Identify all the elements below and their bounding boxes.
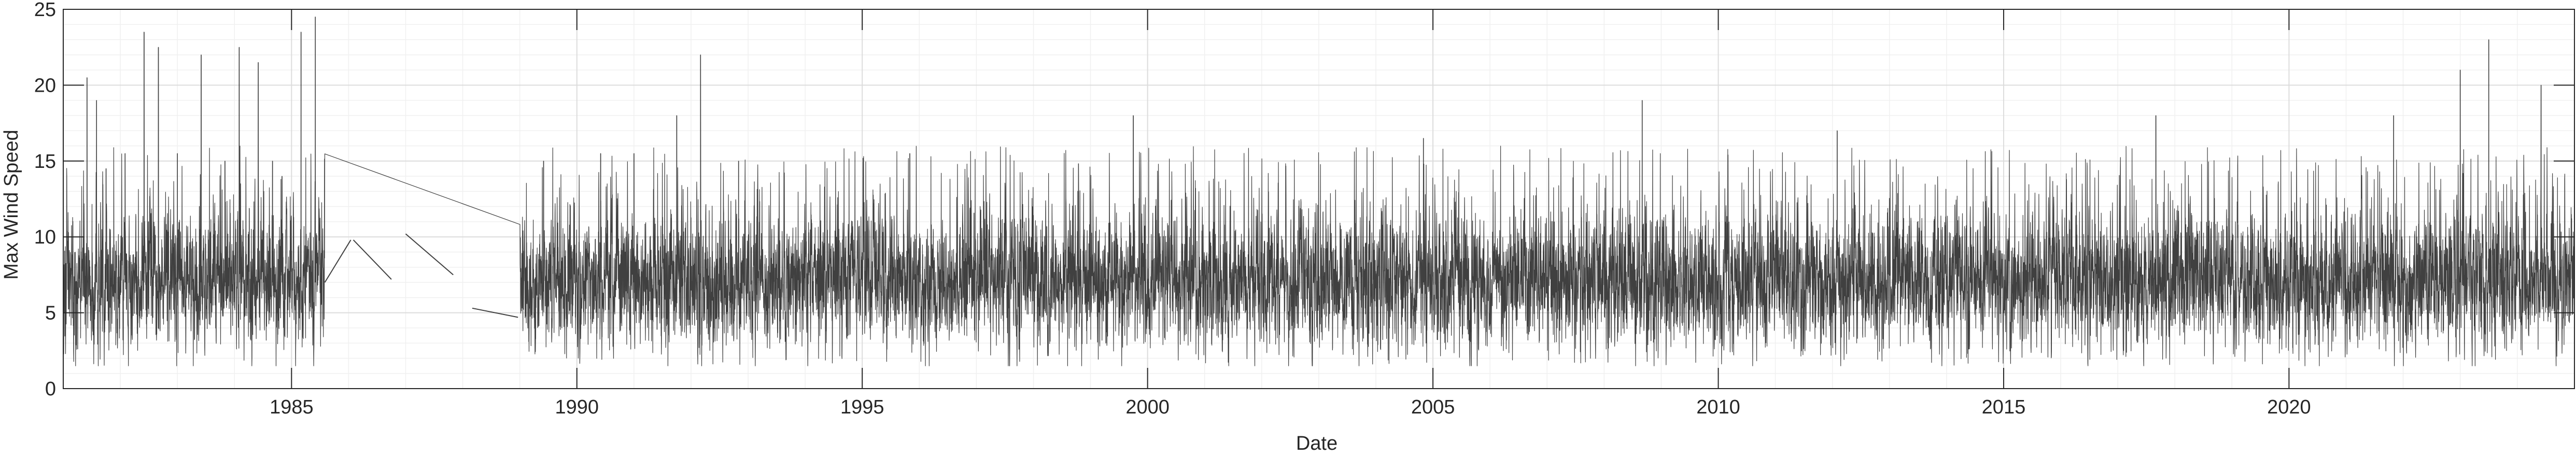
y-tick-label: 25 <box>34 0 56 21</box>
x-tick-label: 2000 <box>1125 396 1170 418</box>
x-tick-label: 1985 <box>270 396 314 418</box>
gap-segment <box>353 239 392 280</box>
y-tick-label: 5 <box>45 303 56 324</box>
y-tick-label: 10 <box>34 226 56 248</box>
data-layer <box>63 16 2575 366</box>
series-line <box>63 16 2575 366</box>
y-tick-label: 0 <box>45 378 56 400</box>
x-tick-label: 1990 <box>555 396 599 418</box>
y-tick-label: 15 <box>34 151 56 173</box>
x-tick-label: 2005 <box>1411 396 1455 418</box>
x-tick-label: 1995 <box>840 396 884 418</box>
y-tick-label: 20 <box>34 75 56 96</box>
label-layer: Date Max Wind Speed <box>1 130 1338 454</box>
gap-segment <box>472 307 518 318</box>
x-tick-label: 2010 <box>1696 396 1740 418</box>
axes-layer: 0 5 10 15 20 25 1985 1990 1995 2000 2005 2010 2015 20… <box>34 0 2575 418</box>
axes-box <box>63 9 2575 389</box>
gap-segment <box>405 233 454 276</box>
x-tick-label: 2020 <box>2267 396 2311 418</box>
x-axis-label: Date <box>1296 433 1338 454</box>
x-tick-label: 2015 <box>1982 396 2026 418</box>
y-axis-label: Max Wind Speed <box>1 130 22 279</box>
gap-segment <box>324 239 351 283</box>
